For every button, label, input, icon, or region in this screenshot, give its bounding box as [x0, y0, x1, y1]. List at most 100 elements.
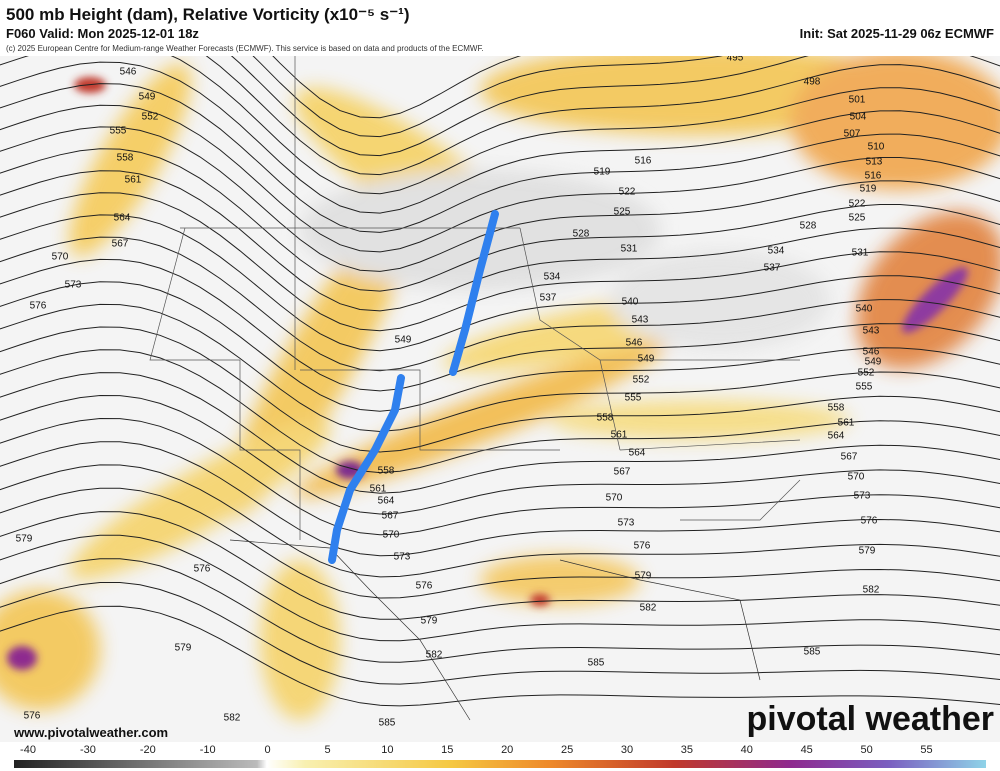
- colorbar-tick-label: 15: [441, 744, 453, 756]
- contour-line: [0, 83, 1000, 233]
- colorbar-tick-label: 5: [324, 744, 330, 756]
- contour-line: [230, 56, 1000, 157]
- contour-label: 585: [588, 658, 605, 669]
- contour-label: 519: [860, 184, 877, 195]
- annotation-strokes: [328, 210, 499, 564]
- contour-label: 549: [865, 357, 882, 368]
- colorbar-tick-label: -30: [80, 744, 96, 756]
- colorbar-tick-label: 50: [860, 744, 872, 756]
- colorbar-ticks: -40 -30 -20 -10 0 5 10 15 20 25 30 35 40 45 50 55: [20, 744, 933, 756]
- contour-label: 531: [621, 244, 638, 255]
- vorticity-maxima: [7, 77, 968, 670]
- contour-label: 567: [112, 239, 129, 250]
- contour-line: [0, 394, 1000, 515]
- contour-label: 546: [120, 67, 137, 78]
- init-time: Init: Sat 2025-11-29 06z ECMWF: [800, 26, 994, 41]
- contour-label: 549: [638, 354, 655, 365]
- colorbar-tick-label: -20: [140, 744, 156, 756]
- contour-line: [272, 56, 522, 119]
- contour-line: [0, 372, 1000, 494]
- contour-line: [0, 487, 1000, 599]
- contour-label: 552: [142, 112, 159, 123]
- valid-time: F060 Valid: Mon 2025-12-01 18z: [6, 26, 199, 41]
- contour-label: 561: [125, 175, 142, 186]
- contour-label: 567: [614, 467, 631, 478]
- contour-label: 552: [633, 375, 650, 386]
- colorbar-tick-label: 55: [920, 744, 932, 756]
- contour-line: [0, 303, 1000, 433]
- contour-label: 558: [117, 153, 134, 164]
- contour-label: 534: [768, 246, 785, 257]
- contour-label: 510: [868, 142, 885, 153]
- contour-label: 516: [865, 171, 882, 182]
- contour-label: 576: [30, 301, 47, 312]
- contour-label: 525: [849, 213, 866, 224]
- contour-line: [0, 126, 1000, 272]
- contour-label: 576: [194, 564, 211, 575]
- contour-label: 570: [383, 530, 400, 541]
- contour-label: 561: [611, 430, 628, 441]
- colorbar-tick-label: 30: [621, 744, 633, 756]
- contour-label: 579: [175, 643, 192, 654]
- contour-label: 522: [619, 187, 636, 198]
- contour-labels: 5465495525555585615645675705735764954985…: [16, 56, 885, 729]
- contour-label: 543: [632, 315, 649, 326]
- header-band: [0, 0, 1000, 56]
- contour-label: 558: [597, 413, 614, 424]
- colorbar-tick-label: -10: [200, 744, 216, 756]
- colorbar-tick-label: 25: [561, 744, 573, 756]
- contour-label: 585: [379, 718, 396, 729]
- colorbar-tick-label: 40: [741, 744, 753, 756]
- contour-label: 582: [426, 650, 443, 661]
- borders: [149, 56, 801, 721]
- contour-label: 561: [370, 484, 387, 495]
- contour-label: 567: [841, 452, 858, 463]
- contour-label: 519: [594, 167, 611, 178]
- contour-label: 549: [395, 335, 412, 346]
- colorbar-tick-label: 35: [681, 744, 693, 756]
- contour-line: [0, 236, 1000, 372]
- contour-label: 555: [110, 126, 127, 137]
- contour-line: [0, 281, 1000, 412]
- contour-label: 561: [838, 418, 855, 429]
- contour-label: 576: [24, 711, 41, 722]
- contour-label: 546: [626, 338, 643, 349]
- map-area: 5465495525555585615645675705735764954985…: [0, 56, 1000, 742]
- logo: pivotal weather: [746, 700, 994, 738]
- colorbar-tick-label: 0: [265, 744, 271, 756]
- contour-label: 537: [764, 263, 781, 274]
- contour-label: 570: [52, 252, 69, 263]
- contour-line: [0, 441, 1000, 557]
- contour-label: 528: [573, 229, 590, 240]
- contour-label: 570: [606, 493, 623, 504]
- contour-label: 555: [856, 382, 873, 393]
- contour-line: [0, 148, 1000, 292]
- contour-label: 579: [635, 571, 652, 582]
- contour-label: 582: [640, 603, 657, 614]
- contour-label: 579: [421, 616, 438, 627]
- contour-line: [252, 56, 723, 138]
- contour-label: 558: [378, 466, 395, 477]
- contour-line: [0, 605, 1000, 707]
- contour-label: 531: [852, 248, 869, 259]
- height-contours: [0, 56, 1000, 707]
- contour-line: [0, 104, 1000, 253]
- colorbar-tick-label: 45: [801, 744, 813, 756]
- contour-label: 504: [850, 112, 867, 123]
- contour-label: 552: [858, 368, 875, 379]
- contour-line: [0, 511, 1000, 620]
- colorbar-tick-label: -40: [20, 744, 36, 756]
- contour-label: 549: [139, 92, 156, 103]
- contour-line: [0, 582, 1000, 685]
- contour-line: [0, 56, 1000, 195]
- contour-label: 558: [828, 403, 845, 414]
- contour-label: 573: [65, 280, 82, 291]
- contour-label: 582: [863, 585, 880, 596]
- contour-label: 570: [848, 472, 865, 483]
- contour-label: 579: [16, 534, 33, 545]
- contour-label: 546: [863, 347, 880, 358]
- title: 500 mb Height (dam), Relative Vorticity …: [6, 5, 410, 24]
- contour-line: [0, 349, 1000, 474]
- contour-label: 585: [804, 647, 821, 658]
